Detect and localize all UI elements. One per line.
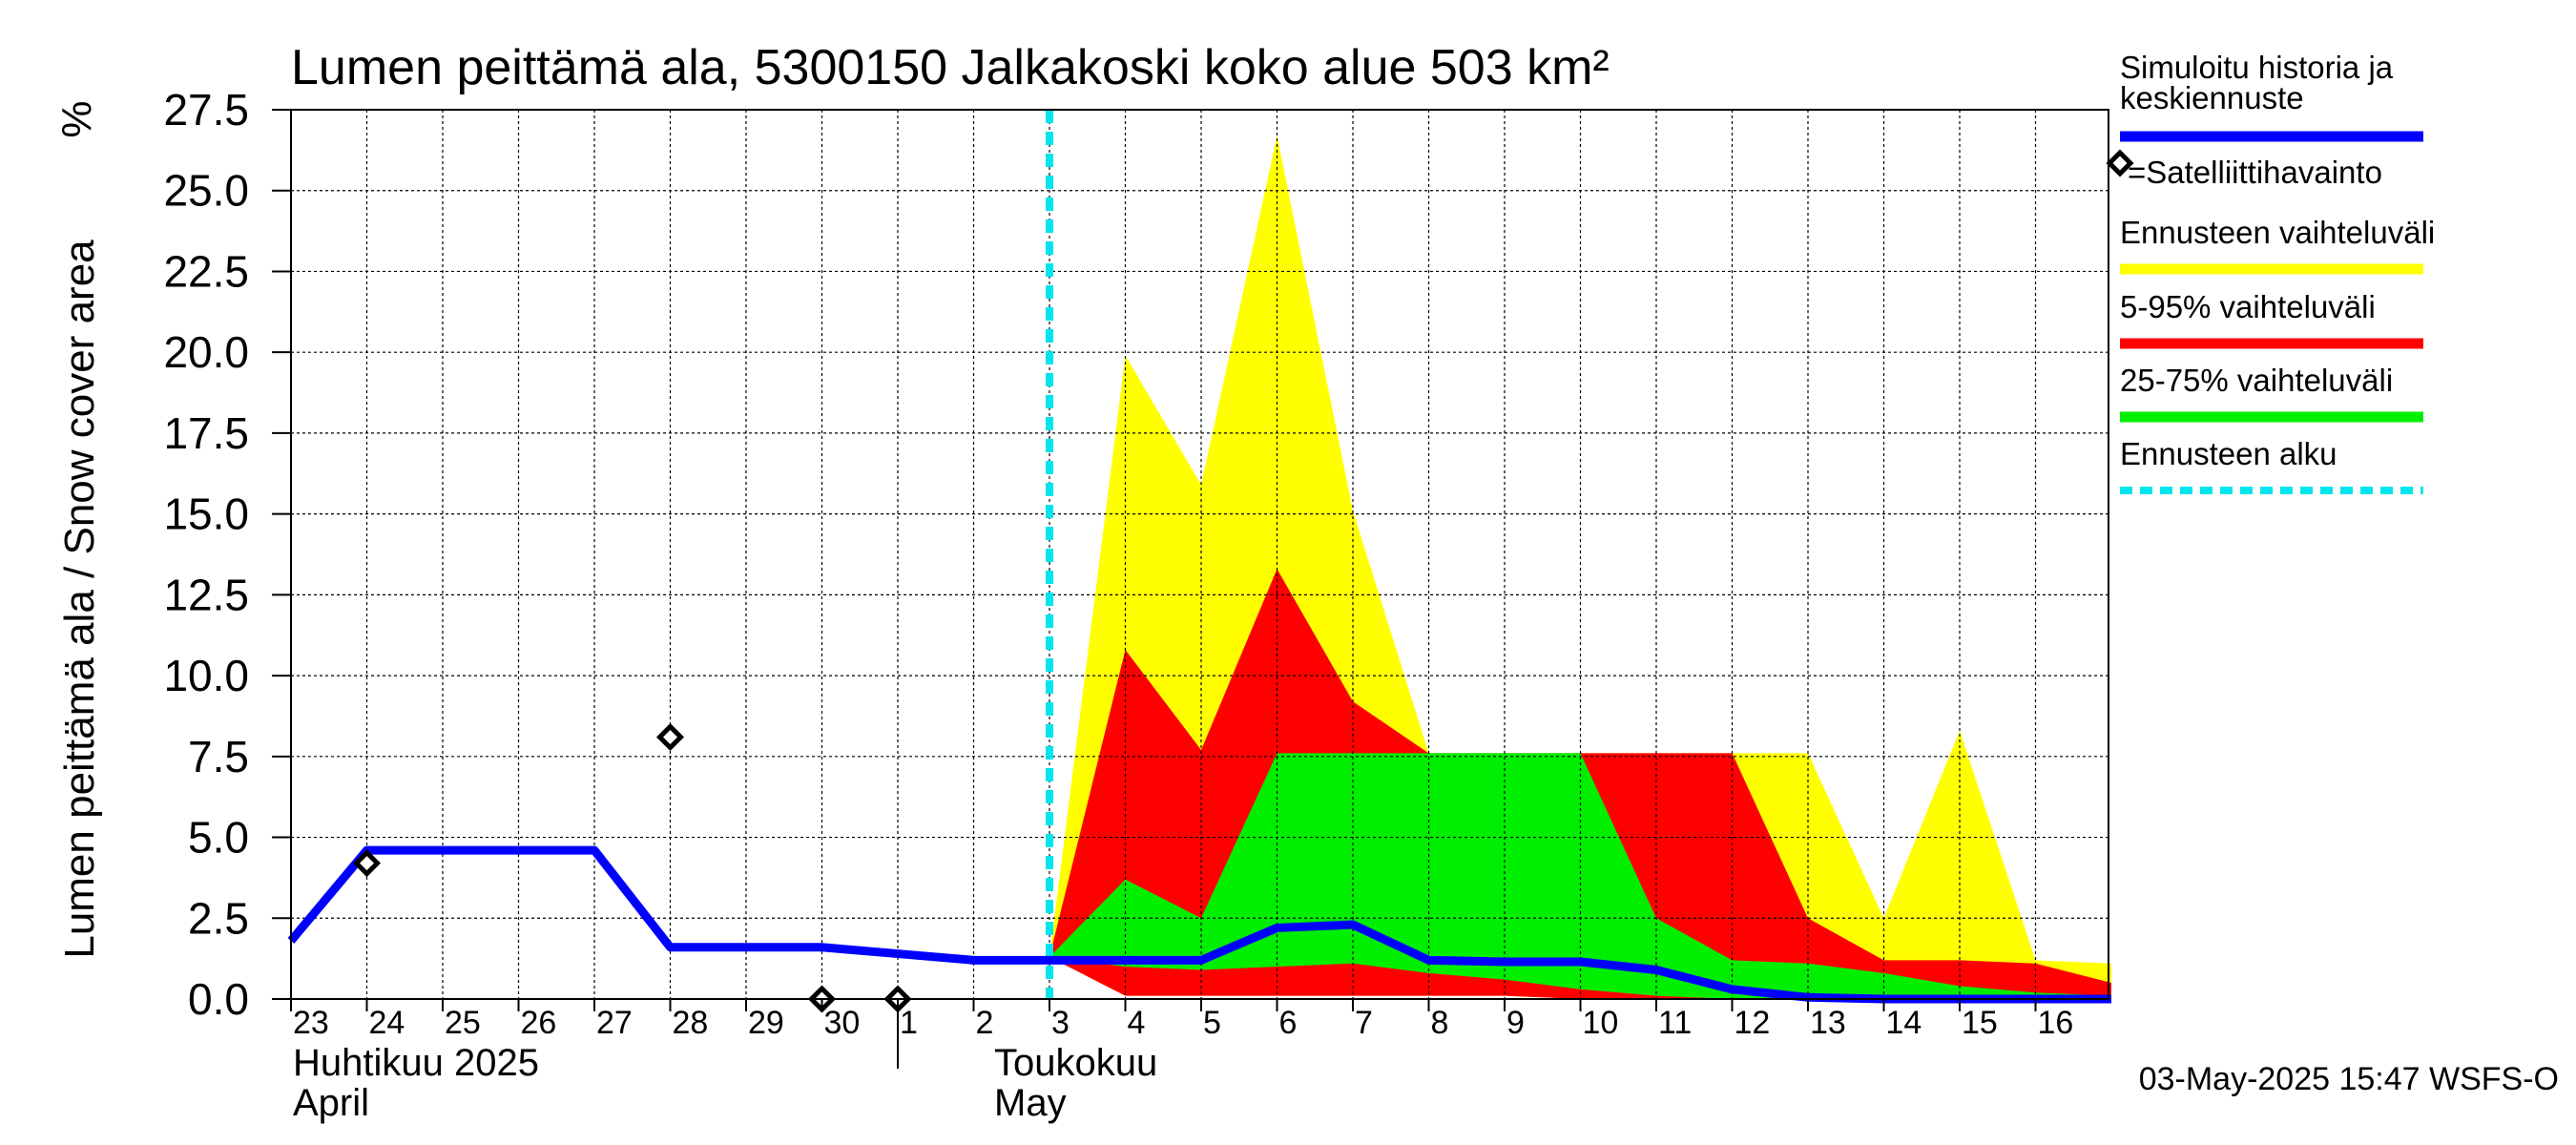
x-tick-label: 23 [293, 1005, 329, 1041]
series-line-simuloitu-historia-ja-keskiennuste [287, 845, 2111, 1004]
y-tick-label: 0.0 [188, 974, 249, 1024]
x-tick-label: 12 [1735, 1005, 1771, 1041]
x-tick-label: 24 [369, 1005, 405, 1041]
x-tick-label: 8 [1431, 1005, 1449, 1041]
x-tick-label: 28 [673, 1005, 709, 1041]
legend-label-satelliittihavainto: =Satelliittihavainto [2128, 155, 2382, 190]
legend-label-5-95-vaihteluv-li: 5-95% vaihteluväli [2120, 289, 2376, 324]
x-tick-label: 9 [1506, 1005, 1525, 1041]
x-tick-label: 14 [1886, 1005, 1922, 1041]
month-label-en: April [293, 1082, 369, 1124]
x-tick-label: 3 [1051, 1005, 1070, 1041]
satellite-observation-point [655, 722, 685, 752]
x-tick-label: 11 [1658, 1005, 1692, 1041]
y-tick-label: 20.0 [163, 327, 249, 377]
x-tick-label: 10 [1583, 1005, 1619, 1041]
chart-title: Lumen peittämä ala, 5300150 Jalkakoski k… [291, 40, 1610, 95]
axes: 0.0 2.5 5.0 7.5 10.0 12.5 15.0 17.5 20.0 22.5 25.0… [163, 85, 2109, 1124]
y-tick-label: 17.5 [163, 408, 249, 458]
y-tick-label: 5.0 [188, 813, 249, 863]
y-axis-label: Lumen peittämä ala / Snow cover area [56, 239, 103, 959]
y-tick-label: 22.5 [163, 246, 249, 296]
legend-label-ennusteen-vaihteluv-li: Ennusteen vaihteluväli [2120, 215, 2435, 250]
x-tick-label: 30 [824, 1005, 861, 1041]
x-tick-label: 16 [2038, 1005, 2074, 1041]
y-tick-label: 25.0 [163, 166, 249, 216]
x-tick-label: 1 [900, 1005, 918, 1041]
x-tick-label: 26 [521, 1005, 557, 1041]
x-tick-label: 4 [1128, 1005, 1146, 1041]
legend-label-simuloitu-historia-ja-keskiennuste: Simuloitu historia ja [2120, 50, 2394, 85]
plot-frame [290, 109, 2109, 1000]
satellite-observation-point [352, 849, 382, 878]
x-tick-label: 15 [1962, 1005, 1998, 1041]
legend-label-25-75-vaihteluv-li: 25-75% vaihteluväli [2120, 363, 2393, 398]
legend-swatch-satellite [2106, 149, 2134, 177]
x-tick-label: 5 [1203, 1005, 1221, 1041]
month-label-fi: Toukokuu [994, 1042, 1157, 1084]
y-tick-label: 2.5 [188, 893, 249, 943]
x-tick-label: 13 [1810, 1005, 1846, 1041]
x-tick-label: 25 [445, 1005, 481, 1041]
legend-label-simuloitu-historia-ja-keskiennuste: keskiennuste [2120, 80, 2304, 115]
x-tick-label: 29 [748, 1005, 784, 1041]
x-tick-label: 27 [596, 1005, 633, 1041]
timestamp-footer: 03-May-2025 15:47 WSFS-O [2139, 1061, 2559, 1097]
y-tick-label: 10.0 [163, 651, 249, 700]
x-tick-label: 7 [1355, 1005, 1373, 1041]
y-tick-label: 27.5 [163, 85, 249, 135]
band-25-75-vaihteluv-li [1049, 753, 2111, 999]
legend-label-ennusteen-alku: Ennusteen alku [2120, 436, 2337, 471]
y-axis-unit: % [53, 100, 100, 137]
y-tick-label: 7.5 [188, 732, 249, 781]
x-tick-label: 2 [976, 1005, 994, 1041]
y-tick-label: 12.5 [163, 570, 249, 619]
month-label-en: May [994, 1082, 1067, 1124]
y-tick-label: 15.0 [163, 489, 249, 539]
month-label-fi: Huhtikuu 2025 [293, 1042, 539, 1084]
plot-area [287, 110, 2111, 1013]
x-tick-label: 6 [1279, 1005, 1298, 1041]
